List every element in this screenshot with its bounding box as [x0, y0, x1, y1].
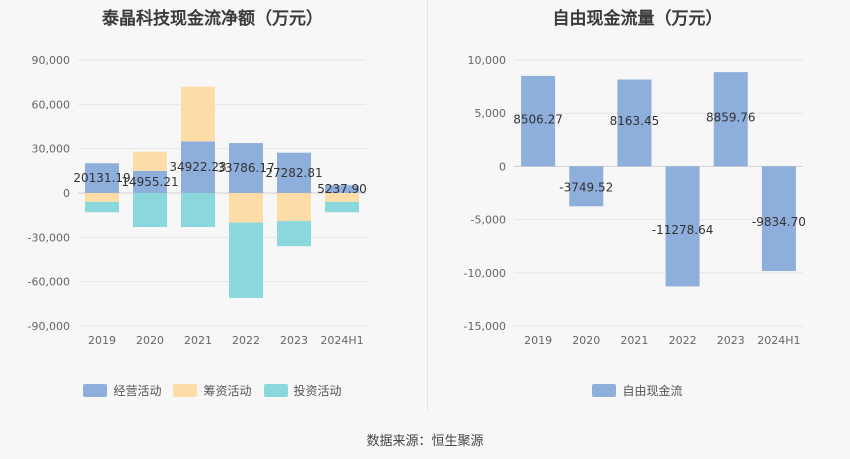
bar-2: [181, 86, 215, 142]
x-tick-label: 2024H1: [757, 334, 800, 347]
data-label: 5237.90: [317, 182, 367, 196]
free-cashflow-panel: 自由现金流量（万元） 10,000 5,000 0 -5,000 -10,000 -15,…: [425, 0, 850, 410]
legend-item[interactable]: 投资活动: [263, 382, 342, 399]
x-tick-label: 2019: [524, 334, 552, 347]
legend-label: 自由现金流: [622, 384, 683, 398]
bar-1: [133, 170, 167, 193]
y-tick-label: -5,000: [471, 214, 506, 227]
bar-1: [229, 143, 263, 193]
data-label: 20131.19: [73, 171, 130, 185]
data-label: 8163.45: [610, 114, 660, 128]
y-tick-label: 60,000: [32, 98, 71, 111]
x-tick-label: 2023: [280, 334, 308, 347]
bar-1: [761, 166, 796, 272]
y-tick-label: 30,000: [32, 143, 71, 156]
bar-1: [181, 141, 215, 193]
bar-2: [277, 193, 311, 222]
data-label: 8506.27: [513, 112, 563, 126]
x-tick-label: 2021: [184, 334, 212, 347]
bar-2: [229, 193, 263, 223]
bar-3: [325, 201, 359, 213]
data-label: 34922.23: [169, 160, 226, 174]
chart-legend: 自由现金流: [425, 382, 850, 399]
x-tick-label: 2020: [136, 334, 164, 347]
panel-divider: [427, 0, 428, 410]
legend-swatch: [592, 384, 617, 397]
y-tick-label: 0: [63, 187, 70, 200]
bar-1: [713, 72, 748, 167]
data-label: -11278.64: [652, 223, 714, 237]
bar-2: [325, 193, 359, 202]
bar-1: [325, 185, 359, 193]
y-tick-label: -60,000: [28, 276, 70, 289]
bar-2: [133, 151, 167, 171]
legend-item[interactable]: 自由现金流: [592, 382, 683, 399]
y-tick-label: -30,000: [28, 231, 70, 244]
chart-title: 泰晶科技现金流净额（万元）: [102, 9, 323, 29]
bar-1: [277, 152, 311, 193]
legend-label: 投资活动: [293, 384, 342, 398]
bar-3: [85, 201, 119, 213]
chart-legend: 经营活动 筹资活动 投资活动: [0, 382, 425, 399]
data-label: 27282.81: [265, 166, 322, 180]
x-tick-label: 2019: [88, 334, 116, 347]
data-label: 14955.21: [121, 175, 178, 189]
legend-swatch: [263, 384, 288, 397]
x-tick-label: 2022: [669, 334, 697, 347]
x-tick-label: 2023: [717, 334, 745, 347]
data-source: 数据来源：恒生聚源: [366, 434, 484, 449]
y-tick-label: 90,000: [32, 54, 71, 67]
x-tick-label: 2020: [572, 334, 600, 347]
bar-1: [665, 166, 700, 287]
x-tick-label: 2022: [232, 334, 260, 347]
y-tick-label: -10,000: [464, 267, 506, 280]
legend-item[interactable]: 筹资活动: [173, 382, 252, 399]
cashflow-chart: 90,000 60,000 30,000 0 -30,000 -60,000 -90,000…: [28, 54, 367, 347]
legend-item[interactable]: 经营活动: [83, 382, 161, 399]
bar-3: [229, 222, 263, 298]
chart-title: 自由现金流量（万元）: [552, 9, 723, 29]
legend-swatch: [83, 384, 108, 397]
data-label: 8859.76: [706, 110, 756, 124]
cashflow-panel: 泰晶科技现金流净额（万元） 90,000 60,000 30,000 0 -30,000…: [0, 0, 425, 410]
free-cashflow-chart: 10,000 5,000 0 -5,000 -10,000 -15,000 2019 2020…: [464, 54, 806, 347]
y-tick-label: 5,000: [475, 107, 507, 120]
data-label: -3749.52: [559, 181, 613, 195]
bar-1: [521, 75, 556, 167]
bar-3: [181, 193, 215, 227]
bar-3: [133, 193, 167, 227]
legend-label: 筹资活动: [203, 384, 252, 398]
x-tick-label: 2024H1: [320, 334, 363, 347]
bar-3: [277, 221, 311, 247]
legend-label: 经营活动: [113, 384, 162, 398]
bar-1: [569, 166, 604, 207]
y-tick-label: -90,000: [28, 320, 70, 333]
y-tick-label: -15,000: [464, 320, 506, 333]
y-tick-label: 0: [499, 160, 506, 173]
legend-swatch: [173, 384, 198, 397]
bar-2: [85, 193, 119, 202]
bar-1: [617, 79, 652, 167]
bar-1: [85, 163, 119, 193]
y-tick-label: 10,000: [468, 54, 507, 67]
data-label: 33786.17: [217, 161, 274, 175]
data-label: -9834.70: [752, 215, 806, 229]
x-tick-label: 2021: [620, 334, 648, 347]
